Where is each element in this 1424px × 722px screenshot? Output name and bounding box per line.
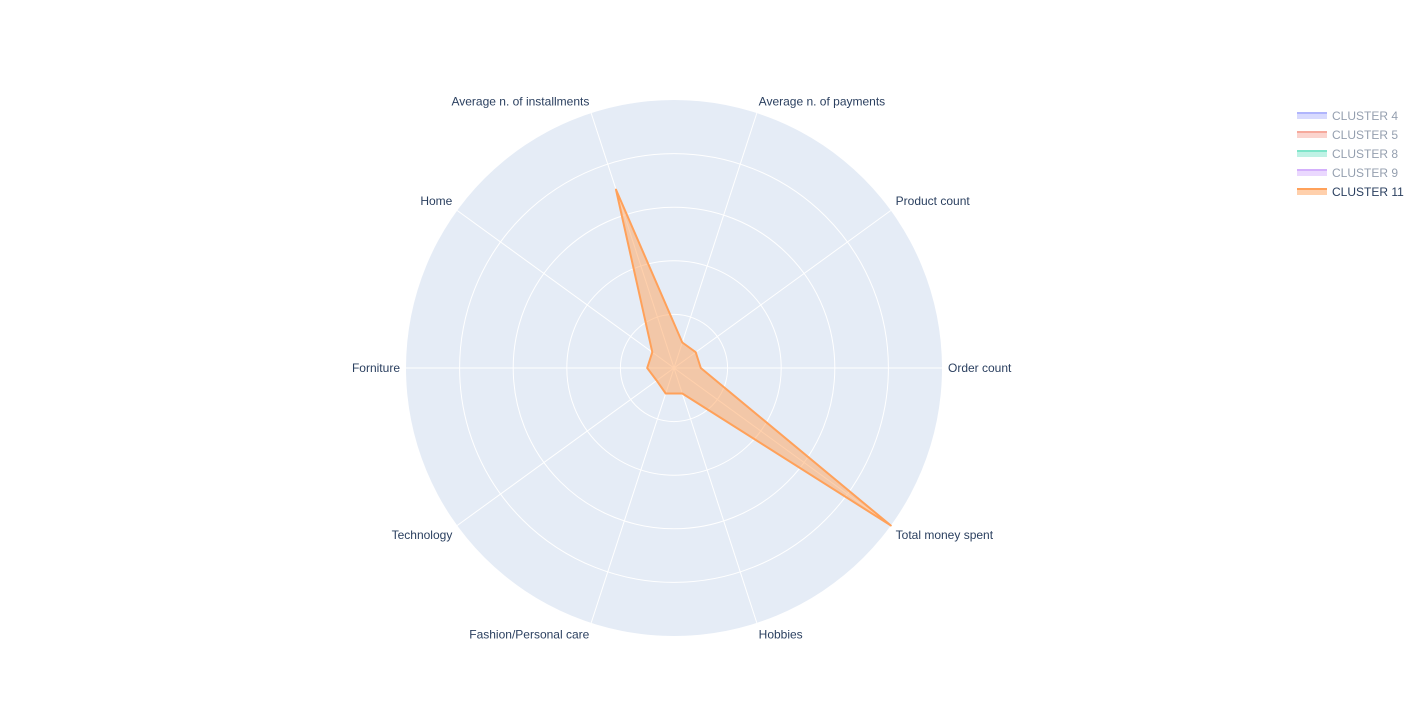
- spoke-hobbies: [673, 367, 758, 624]
- axis-label-product-count: Product count: [896, 194, 971, 208]
- legend-label-cluster-5: CLUSTER 5: [1332, 128, 1398, 142]
- legend-swatch-cluster-8: [1297, 151, 1327, 157]
- spoke-technology: [456, 367, 675, 526]
- legend-swatch-cluster-9: [1297, 170, 1327, 176]
- legend-label-cluster-4: CLUSTER 4: [1332, 109, 1398, 123]
- series-area-cluster-11: [615, 188, 892, 527]
- axis-label-hobbies: Hobbies: [759, 628, 803, 642]
- axis-label-average-n-of-installments: Average n. of installments: [451, 94, 589, 108]
- axis-labels: Order count Total money spent Hobbies Fashi…: [352, 94, 1012, 641]
- legend-label-cluster-11: CLUSTER 11: [1332, 185, 1404, 199]
- legend[interactable]: CLUSTER 4 CLUSTER 5 CLUSTER 8 CLUSTER 9 CLUS…: [1297, 109, 1404, 199]
- spoke-home: [456, 210, 675, 369]
- legend-label-cluster-9: CLUSTER 9: [1332, 166, 1398, 180]
- spoke-product-count: [673, 210, 892, 369]
- legend-item-cluster-8[interactable]: CLUSTER 8: [1297, 147, 1398, 161]
- legend-item-cluster-9[interactable]: CLUSTER 9: [1297, 166, 1398, 180]
- polar-grid: [406, 112, 942, 624]
- legend-label-cluster-8: CLUSTER 8: [1332, 147, 1398, 161]
- legend-swatch-cluster-11: [1297, 189, 1327, 195]
- axis-label-average-n-of-payments: Average n. of payments: [759, 94, 886, 108]
- legend-item-cluster-5[interactable]: CLUSTER 5: [1297, 128, 1398, 142]
- axis-label-home: Home: [420, 194, 452, 208]
- axis-label-order-count: Order count: [948, 361, 1012, 375]
- axis-label-total-money-spent: Total money spent: [896, 528, 994, 542]
- axis-label-forniture: Forniture: [352, 361, 400, 375]
- spoke-average-n-of-payments: [673, 112, 758, 369]
- legend-item-cluster-4[interactable]: CLUSTER 4: [1297, 109, 1398, 123]
- legend-swatch-cluster-4: [1297, 113, 1327, 119]
- axis-label-fashion-personal-care: Fashion/Personal care: [469, 628, 589, 642]
- legend-swatch-cluster-5: [1297, 132, 1327, 138]
- legend-item-cluster-11[interactable]: CLUSTER 11: [1297, 185, 1404, 199]
- axis-label-technology: Technology: [392, 528, 453, 542]
- series-layer: [615, 188, 892, 527]
- spoke-fashion-personal-care: [590, 367, 675, 624]
